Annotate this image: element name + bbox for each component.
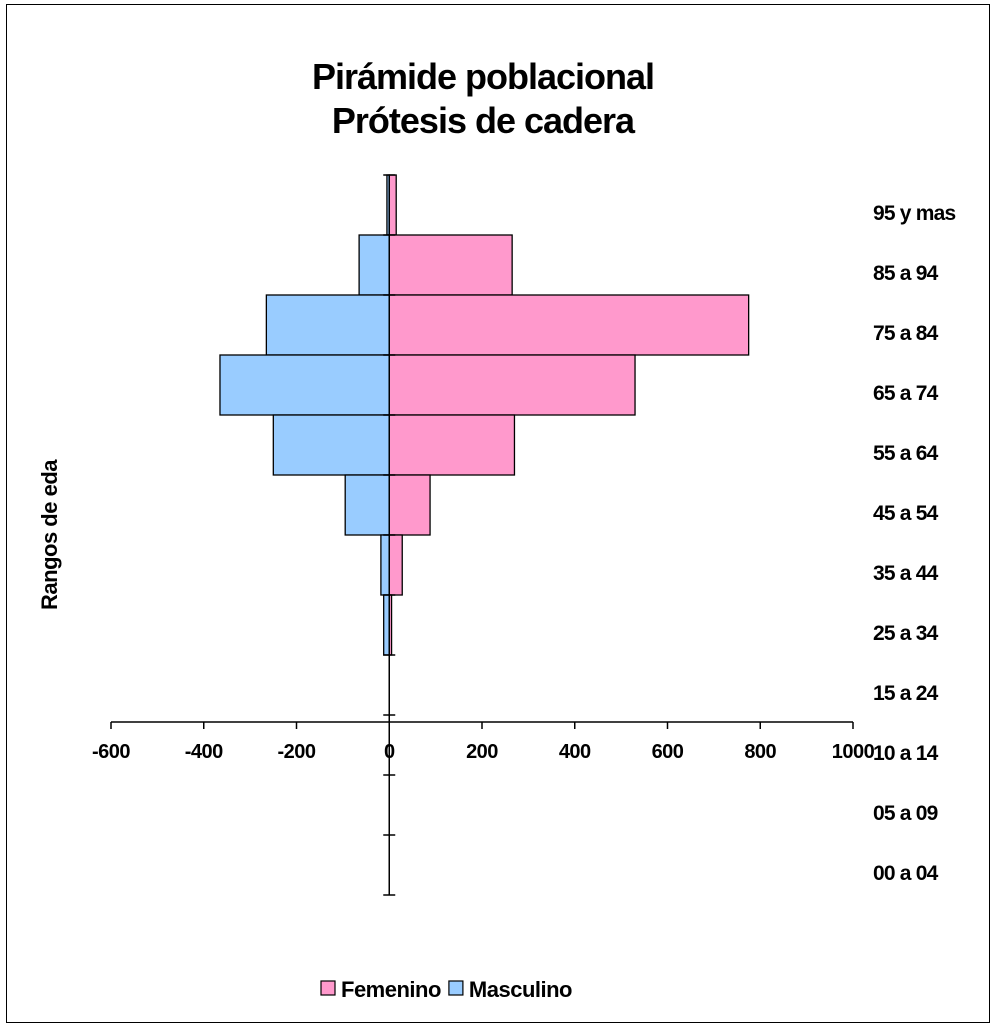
bar-masculino-3 <box>265 294 390 356</box>
chart-title-line-1: Pirámide poblacional <box>312 56 654 97</box>
category-labels: 95 y mas 85 a 94 75 a 84 65 a 74 55 a 64 45 a… <box>873 202 956 885</box>
x-tick-label: 0 <box>384 741 395 763</box>
bars-layer <box>219 174 750 656</box>
category-label: 05 a 09 <box>873 802 938 825</box>
bar-masculino-4 <box>219 354 390 416</box>
axis-layer <box>110 174 854 896</box>
legend-swatch-femenino <box>320 980 336 996</box>
category-label: 35 a 44 <box>873 562 939 585</box>
x-tick-label: -200 <box>277 741 315 763</box>
category-label: 45 a 54 <box>873 502 939 525</box>
bar-masculino-5 <box>272 414 390 476</box>
bar-femenino-2 <box>388 234 513 296</box>
bar-masculino-2 <box>358 234 390 296</box>
category-label: 95 y mas <box>873 202 955 225</box>
category-label: 00 a 04 <box>873 862 939 885</box>
x-tick-label: 400 <box>559 741 591 763</box>
legend: Femenino Masculino <box>320 977 573 1002</box>
x-tick-label: -400 <box>185 741 223 763</box>
legend-label-masculino: Masculino <box>469 977 572 1002</box>
legend-label-femenino: Femenino <box>341 977 441 1002</box>
category-label: 65 a 74 <box>873 382 939 405</box>
x-tick-label: 600 <box>652 741 684 763</box>
bar-femenino-4 <box>388 354 636 416</box>
bar-femenino-1 <box>388 174 397 236</box>
y-axis-label: Rangos de eda <box>37 459 62 610</box>
x-tick-label: -600 <box>92 741 130 763</box>
x-tick-label: 800 <box>744 741 776 763</box>
bar-femenino-5 <box>388 414 516 476</box>
x-tick-label: 1000 <box>832 741 875 763</box>
x-tick-label: 200 <box>466 741 498 763</box>
chart-title-line-2: Prótesis de cadera <box>332 100 636 141</box>
bar-femenino-7 <box>388 534 403 596</box>
bar-femenino-6 <box>388 474 431 536</box>
category-label: 10 a 14 <box>873 742 939 765</box>
legend-swatch-masculino <box>448 980 464 996</box>
bar-masculino-8 <box>383 594 390 656</box>
bar-masculino-6 <box>344 474 390 536</box>
bar-femenino-3 <box>388 294 750 356</box>
category-label: 15 a 24 <box>873 682 939 705</box>
category-label: 85 a 94 <box>873 262 939 285</box>
x-tick-labels: -600 -400 -200 0 200 400 600 800 1000 <box>92 741 875 763</box>
chart-svg: Pirámide poblacional Prótesis de cadera … <box>37 56 956 1002</box>
category-label: 25 a 34 <box>873 622 939 645</box>
bar-masculino-7 <box>380 534 390 596</box>
chart-frame: Pirámide poblacional Prótesis de cadera … <box>6 4 990 1023</box>
category-label: 55 a 64 <box>873 442 939 465</box>
category-label: 75 a 84 <box>873 322 939 345</box>
